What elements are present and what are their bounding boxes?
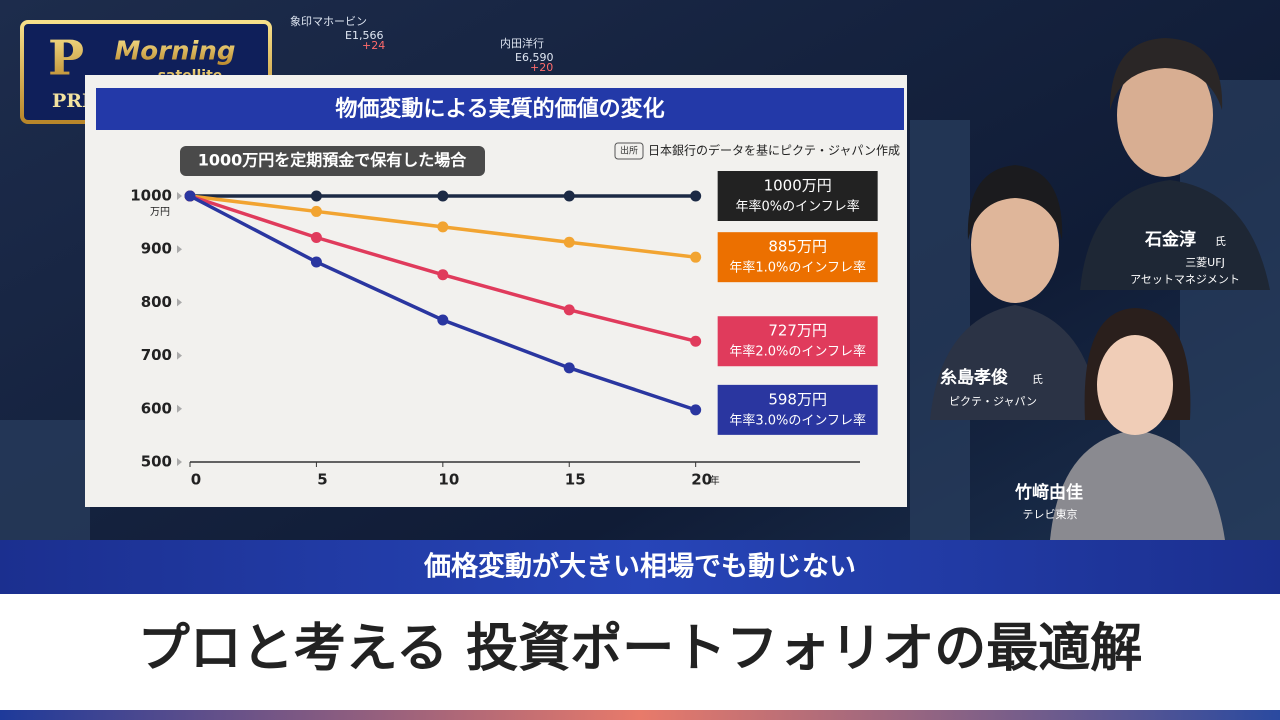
speaker-honorific: 氏 bbox=[1032, 373, 1043, 386]
series-name: 年率3.0%のインフレ率 bbox=[729, 412, 866, 428]
y-tick bbox=[177, 298, 182, 307]
bottom-stripe bbox=[0, 710, 1280, 720]
label-box bbox=[717, 316, 878, 367]
data-point bbox=[563, 190, 575, 202]
data-point bbox=[563, 362, 575, 374]
speaker-affiliation: ピクテ・ジャパン bbox=[949, 395, 1037, 408]
chart-title-bar bbox=[96, 88, 904, 130]
label-box bbox=[717, 384, 878, 435]
chart-subtitle: 1000万円を定期預金で保有した場合 bbox=[198, 151, 468, 170]
ticker-price: E1,566 bbox=[345, 29, 383, 42]
y-tick bbox=[177, 458, 182, 466]
banner-subtitle-bar bbox=[0, 540, 1280, 594]
chart-title: 物価変動による実質的価値の変化 bbox=[335, 96, 664, 122]
source-tag-box bbox=[614, 142, 644, 160]
value-label: 727万円 bbox=[768, 322, 827, 340]
logo-line1: Morning bbox=[114, 37, 235, 67]
data-point bbox=[690, 190, 702, 202]
value-label: 598万円 bbox=[768, 390, 827, 408]
data-point bbox=[310, 231, 322, 243]
subtitle-box bbox=[180, 146, 485, 176]
label-box bbox=[717, 171, 878, 221]
data-point bbox=[690, 335, 702, 347]
series-name: 年率0%のインフレ率 bbox=[736, 199, 860, 215]
speaker-affiliation: アセットマネジメント bbox=[1130, 273, 1240, 286]
speaker-affiliation: 三菱UFJ bbox=[1185, 256, 1225, 269]
speaker-name: 石金淳 bbox=[1144, 229, 1196, 250]
series-name: 年率2.0%のインフレ率 bbox=[729, 344, 866, 360]
y-tick bbox=[177, 351, 182, 360]
x-tick-label: 15 bbox=[565, 471, 586, 489]
data-point bbox=[437, 314, 449, 326]
logo-letter: P bbox=[48, 31, 84, 87]
y-tick-label: 600 bbox=[141, 399, 172, 417]
data-point bbox=[437, 221, 449, 233]
y-tick-label: 700 bbox=[141, 346, 172, 364]
ticker-name: 内田洋行 bbox=[500, 36, 544, 50]
banner-title-bar bbox=[0, 594, 1280, 710]
banner-subtitle: 価格変動が大きい相場でも動じない bbox=[423, 551, 856, 583]
data-point bbox=[310, 190, 322, 202]
y-tick-label: 900 bbox=[141, 240, 172, 258]
x-tick-label: 5 bbox=[317, 471, 327, 489]
speaker-name: 糸島孝俊 bbox=[940, 367, 1008, 388]
speakers: 石金淳 氏 三菱UFJ アセットマネジメント 糸島孝俊 氏 ピクテ・ジャパン 竹… bbox=[930, 38, 1270, 540]
data-point bbox=[310, 256, 322, 268]
x-unit: 年 bbox=[710, 474, 720, 487]
series-name: 年率1.0%のインフレ率 bbox=[729, 260, 866, 276]
source-tag: 出所 bbox=[620, 145, 638, 157]
banner-title: プロと考える 投資ポートフォリオの最適解 bbox=[138, 619, 1143, 679]
source: 日本銀行のデータを基にピクテ・ジャパン作成 bbox=[648, 143, 900, 158]
x-tick-label: 20 bbox=[691, 471, 712, 489]
data-point bbox=[437, 190, 449, 202]
ticker-name: 象印マホービン bbox=[290, 15, 367, 28]
y-tick bbox=[177, 245, 182, 254]
speaker-name: 竹﨑由佳 bbox=[1014, 482, 1083, 503]
x-tick-label: 0 bbox=[191, 471, 201, 489]
speaker-photo bbox=[1050, 308, 1225, 540]
data-point bbox=[310, 205, 322, 217]
speaker-honorific: 氏 bbox=[1215, 235, 1226, 248]
ticker-change: +24 bbox=[362, 39, 385, 52]
data-point bbox=[690, 251, 702, 263]
y-tick-label: 800 bbox=[141, 293, 172, 311]
ticker-change: +20 bbox=[530, 61, 553, 74]
data-point bbox=[563, 304, 575, 316]
y-tick-label: 1000 bbox=[130, 187, 172, 205]
data-point bbox=[184, 190, 196, 202]
label-box bbox=[717, 232, 878, 283]
value-label: 1000万円 bbox=[764, 177, 832, 195]
data-point bbox=[563, 236, 575, 248]
ticker-board: 象印マホービン E1,566 +24 内田洋行 E6,590 +20 bbox=[290, 15, 553, 74]
speaker-photo bbox=[1080, 38, 1270, 290]
speaker-photo bbox=[930, 165, 1100, 420]
ticker-price: E6,590 bbox=[515, 51, 553, 64]
speaker-affiliation: テレビ東京 bbox=[1023, 507, 1078, 521]
value-label: 885万円 bbox=[768, 238, 827, 256]
y-unit: 万円 bbox=[150, 207, 170, 218]
data-point bbox=[690, 404, 702, 416]
data-point bbox=[437, 269, 449, 281]
y-tick-label: 500 bbox=[141, 453, 172, 471]
y-tick bbox=[177, 404, 182, 413]
y-tick bbox=[177, 192, 182, 200]
x-tick-label: 10 bbox=[438, 471, 459, 489]
